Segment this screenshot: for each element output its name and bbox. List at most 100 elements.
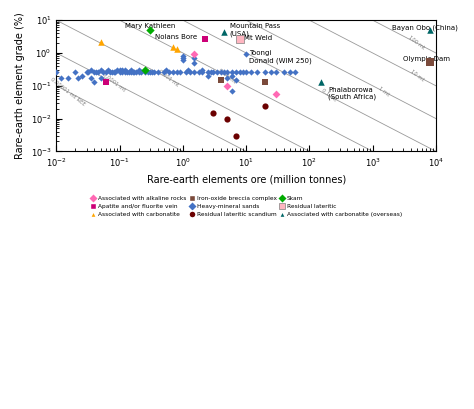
- Point: [58, 75, 65, 81]
- Point: [242, 51, 250, 58]
- Point: [190, 55, 198, 61]
- Point: [132, 68, 139, 75]
- Point: [233, 68, 240, 75]
- Point: [317, 79, 324, 85]
- Point: [210, 110, 217, 116]
- Point: [135, 68, 143, 75]
- Point: [217, 68, 225, 75]
- Point: [144, 68, 152, 75]
- Point: [239, 68, 247, 75]
- Point: [236, 68, 244, 75]
- Point: [254, 68, 261, 75]
- Text: 0.1 mt: 0.1 mt: [320, 88, 337, 103]
- Point: [281, 68, 288, 75]
- Text: 0.0001 mt: 0.0001 mt: [101, 72, 126, 93]
- Point: [113, 67, 120, 73]
- Point: [190, 60, 198, 66]
- Point: [426, 27, 434, 34]
- Point: [74, 75, 82, 81]
- Point: [78, 73, 85, 79]
- Point: [292, 68, 299, 75]
- Point: [127, 67, 135, 73]
- Point: [118, 68, 126, 75]
- Point: [160, 68, 168, 75]
- Point: [102, 68, 109, 75]
- Point: [198, 68, 206, 75]
- Point: [273, 68, 280, 75]
- Text: Phalaborowa
(South Africa): Phalaborowa (South Africa): [328, 87, 376, 100]
- Point: [148, 68, 155, 75]
- Point: [233, 133, 240, 139]
- Point: [118, 67, 126, 73]
- Point: [130, 68, 138, 75]
- Point: [208, 68, 215, 75]
- Point: [223, 83, 231, 89]
- Point: [220, 68, 228, 75]
- Point: [261, 79, 269, 85]
- Point: [179, 57, 187, 63]
- Point: [83, 68, 91, 75]
- Text: 0.01 mt: 0.01 mt: [218, 67, 237, 84]
- Point: [46, 85, 54, 92]
- Point: [106, 68, 114, 75]
- Point: [228, 88, 236, 94]
- Point: [116, 67, 123, 73]
- Point: [97, 67, 104, 73]
- Point: [173, 46, 181, 52]
- Point: [84, 68, 92, 75]
- Point: [146, 27, 154, 34]
- Point: [34, 75, 41, 81]
- Text: Nolans Bore: Nolans Bore: [155, 34, 198, 40]
- Point: [109, 68, 117, 75]
- Point: [186, 68, 194, 75]
- Text: Olympic Dam: Olympic Dam: [403, 56, 450, 62]
- Point: [242, 68, 250, 75]
- Point: [179, 53, 187, 59]
- Point: [91, 79, 98, 85]
- Point: [121, 67, 128, 73]
- Point: [123, 68, 131, 75]
- Point: [182, 68, 189, 75]
- Point: [102, 79, 109, 85]
- Point: [198, 67, 206, 73]
- Point: [141, 67, 149, 73]
- Point: [97, 75, 104, 81]
- Point: [104, 67, 111, 73]
- Point: [223, 68, 231, 75]
- Point: [64, 75, 71, 81]
- Point: [190, 50, 198, 57]
- Point: [97, 38, 104, 45]
- Point: [204, 73, 212, 79]
- Point: [228, 68, 236, 75]
- Point: [111, 68, 119, 75]
- Point: [146, 68, 154, 75]
- Point: [108, 68, 116, 75]
- Point: [127, 68, 135, 75]
- Point: [92, 68, 100, 75]
- Point: [72, 68, 79, 75]
- Point: [201, 36, 209, 42]
- Text: Bayan Obo (China): Bayan Obo (China): [392, 24, 457, 31]
- Point: [150, 68, 158, 75]
- Point: [116, 68, 123, 75]
- Point: [141, 68, 149, 75]
- Point: [87, 75, 95, 81]
- Y-axis label: Rare-earth element grade (%): Rare-earth element grade (%): [15, 12, 25, 159]
- Point: [217, 77, 225, 83]
- Text: 10 mt: 10 mt: [409, 69, 425, 83]
- Point: [247, 68, 255, 75]
- Point: [273, 91, 280, 98]
- Point: [43, 75, 50, 81]
- Point: [220, 28, 228, 35]
- Point: [121, 68, 128, 75]
- Text: 100 mt: 100 mt: [408, 35, 426, 51]
- Point: [228, 73, 236, 79]
- Point: [267, 68, 275, 75]
- Text: Mountain Pass
(USA): Mountain Pass (USA): [230, 23, 280, 37]
- Point: [169, 68, 177, 75]
- Point: [173, 68, 181, 75]
- Point: [426, 58, 434, 65]
- Point: [125, 68, 133, 75]
- Point: [135, 67, 143, 73]
- Point: [87, 67, 95, 73]
